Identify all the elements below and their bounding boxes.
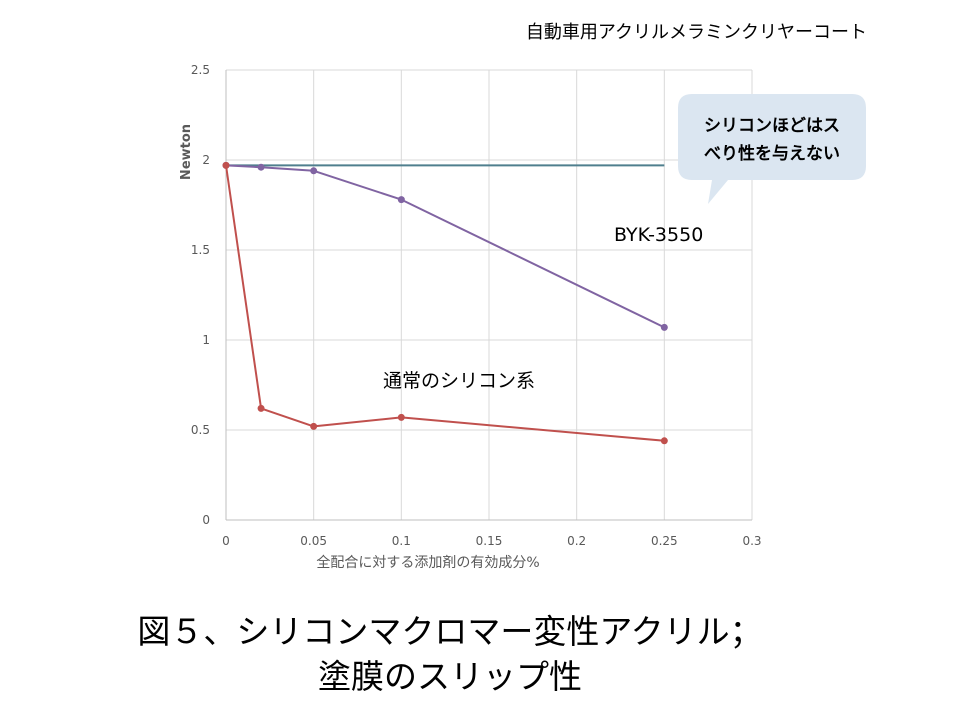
callout-bubble: シリコンほどはス べり性を与えない xyxy=(678,94,866,204)
x-tick-label-2: 0.1 xyxy=(392,534,411,548)
figure-caption-line-1: 図５、シリコンマクロマー変性アクリル； xyxy=(137,612,763,651)
figure-caption-line-2: 塗膜のスリップ性 xyxy=(318,657,582,696)
x-tick-label-3: 0.15 xyxy=(476,534,503,548)
tick-labels: 0 0.5 1 1.5 2 2.5 0 0.05 0.1 0.15 0.2 0.25 0.3 xyxy=(191,63,762,548)
y-tick-label-3: 1.5 xyxy=(191,243,210,257)
callout-shape xyxy=(678,94,866,204)
x-tick-label-4: 0.2 xyxy=(567,534,586,548)
series-1-point-1 xyxy=(257,404,265,412)
callout-text-line-1: シリコンほどはス xyxy=(704,116,840,136)
x-axis-label: 全配合に対する添加剤の有効成分% xyxy=(316,554,539,571)
series-0-point-2 xyxy=(310,167,318,175)
x-tick-label-5: 0.25 xyxy=(651,534,678,548)
y-axis-label: Newton xyxy=(179,124,194,180)
axes xyxy=(225,70,752,521)
series-0-point-3 xyxy=(397,196,405,204)
x-tick-label-1: 0.05 xyxy=(300,534,327,548)
series-line-1 xyxy=(225,165,665,442)
series-line-0 xyxy=(225,164,665,329)
grid-lines xyxy=(226,69,753,520)
x-tick-label-0: 0 xyxy=(222,534,230,548)
y-tick-label-0: 0 xyxy=(202,513,210,527)
callout-text-line-2: べり性を与えない xyxy=(704,143,840,164)
series-label-normal-silicone: 通常のシリコン系 xyxy=(383,370,535,392)
y-tick-label-2: 1 xyxy=(202,333,210,347)
series-1-point-3 xyxy=(397,413,405,421)
series-0-point-4 xyxy=(660,323,668,331)
x-tick-label-6: 0.3 xyxy=(742,534,761,548)
series-1-point-2 xyxy=(310,422,318,430)
series-1-point-4 xyxy=(660,437,668,445)
series-0-point-1 xyxy=(257,163,265,171)
chart-header-title: 自動車用アクリルメラミンクリヤーコート xyxy=(525,22,867,43)
series-label-byk-3550: BYK-3550 xyxy=(614,224,703,246)
y-tick-label-4: 2 xyxy=(202,153,210,167)
y-tick-label-5: 2.5 xyxy=(191,63,210,77)
series-1-point-0 xyxy=(222,161,230,169)
series-group xyxy=(222,161,668,445)
y-tick-label-1: 0.5 xyxy=(191,423,210,437)
